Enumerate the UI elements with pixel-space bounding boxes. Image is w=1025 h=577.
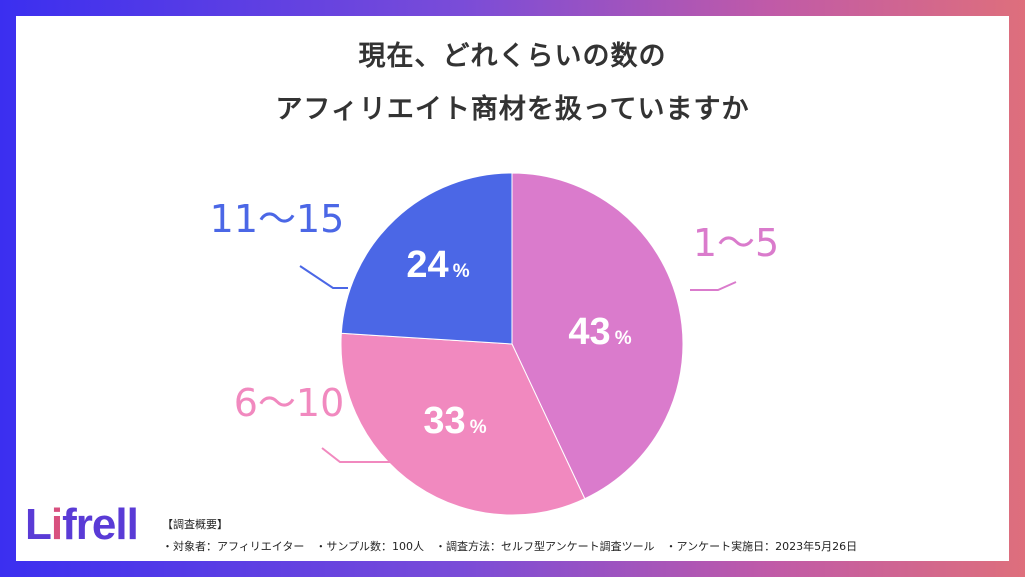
- slice-category-label: 6〜10: [234, 381, 345, 425]
- pie-slice: [511, 172, 684, 500]
- pie-slice: [340, 172, 513, 345]
- slice-category-label: 1〜5: [693, 221, 779, 265]
- slice-category-label: 11〜15: [210, 197, 345, 241]
- chart-title-line1: 現在、どれくらいの数の: [358, 41, 667, 72]
- survey-summary: 【調査概要】 ・対象者：アフィリエイター ・サンプル数：100人 ・調査方法：セ…: [162, 514, 857, 558]
- leader-line: [321, 447, 390, 463]
- survey-summary-heading: 【調査概要】: [162, 518, 228, 531]
- chart-title-line2: アフィリエイト商材を扱っていますか: [275, 94, 750, 125]
- leader-line: [690, 281, 737, 291]
- slice-value-label: 33%: [423, 400, 486, 442]
- lifrell-logo: Lifrell: [25, 500, 139, 549]
- pie-slice: [340, 332, 586, 516]
- survey-summary-line: ・対象者：アフィリエイター ・サンプル数：100人 ・調査方法：セルフ型アンケー…: [162, 540, 858, 553]
- slice-value-label: 24%: [406, 244, 469, 286]
- slice-value-label: 43%: [568, 311, 631, 353]
- leader-line: [299, 265, 348, 289]
